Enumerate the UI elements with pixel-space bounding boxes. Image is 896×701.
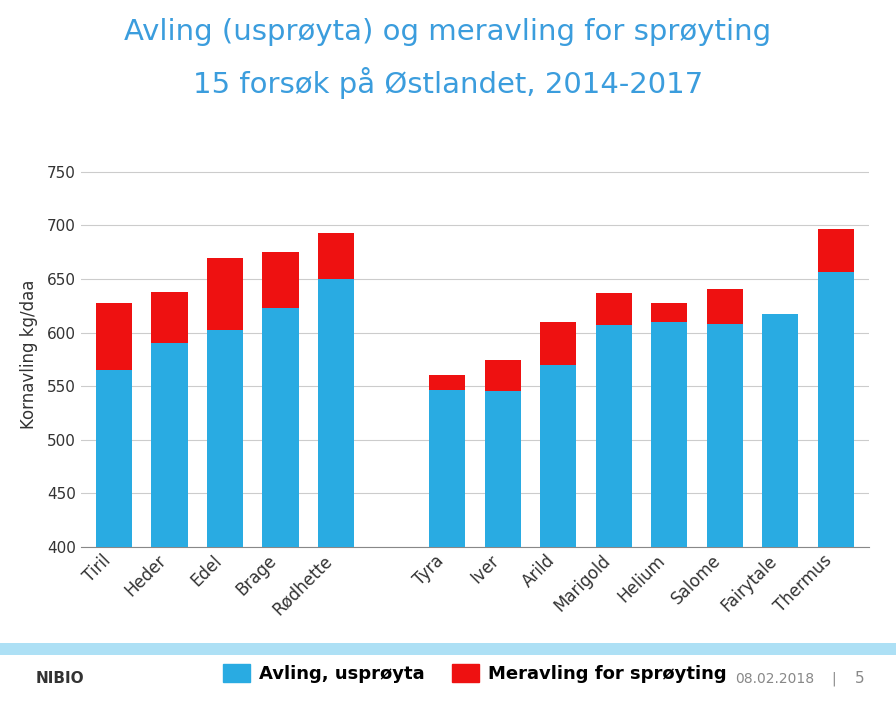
Bar (485, 391, 521, 547)
Text: |: | (831, 672, 836, 686)
Bar (263, 252, 298, 308)
Bar (540, 365, 576, 547)
Bar (540, 322, 576, 365)
Bar (263, 308, 298, 547)
Bar (596, 325, 632, 547)
Bar (818, 271, 854, 547)
Bar (707, 289, 743, 324)
Bar (485, 360, 521, 391)
Bar (96, 370, 132, 547)
Bar (651, 322, 687, 547)
Bar (651, 303, 687, 322)
Text: 15 forsøk på Østlandet, 2014-2017: 15 forsøk på Østlandet, 2014-2017 (193, 67, 703, 99)
Bar (151, 343, 187, 547)
Text: 5: 5 (856, 671, 865, 686)
Bar (318, 233, 354, 279)
Bar (318, 279, 354, 547)
Text: 08.02.2018: 08.02.2018 (735, 672, 814, 686)
Bar (762, 314, 798, 547)
Bar (596, 293, 632, 325)
Text: NIBIO: NIBIO (36, 671, 84, 686)
Bar (151, 292, 187, 343)
Text: Avling (usprøyta) og meravling for sprøyting: Avling (usprøyta) og meravling for sprøy… (125, 18, 771, 46)
Bar (429, 390, 465, 547)
Y-axis label: Kornavling kg/daa: Kornavling kg/daa (21, 279, 39, 429)
Bar (818, 229, 854, 271)
Bar (429, 376, 465, 390)
Legend: Avling, usprøyta, Meravling for sprøyting: Avling, usprøyta, Meravling for sprøytin… (223, 664, 727, 683)
Bar (207, 257, 243, 330)
Bar (207, 330, 243, 547)
Bar (96, 303, 132, 370)
Bar (707, 324, 743, 547)
